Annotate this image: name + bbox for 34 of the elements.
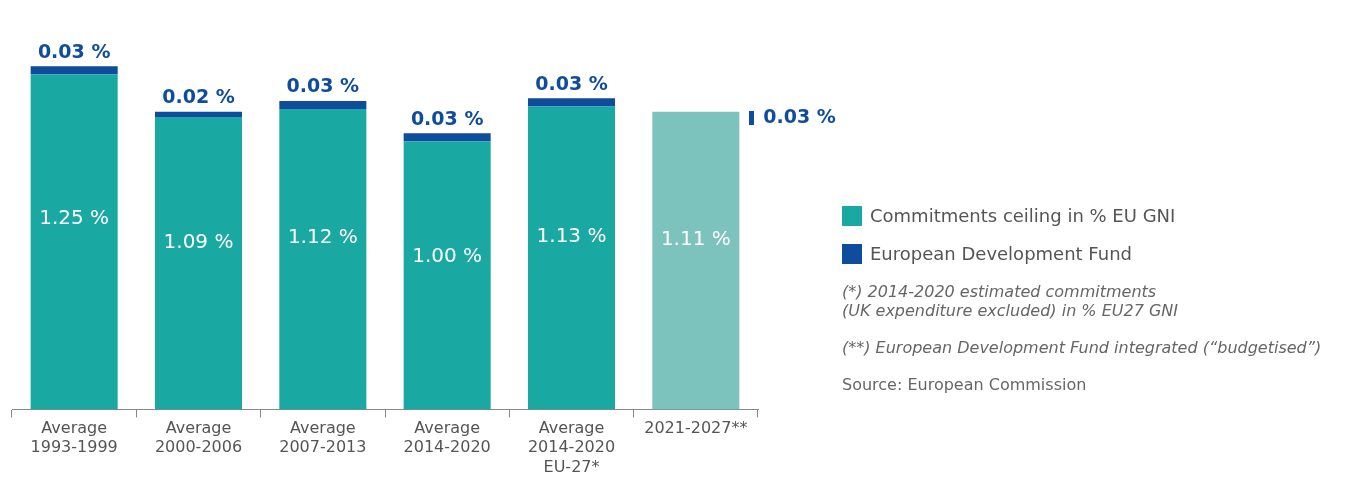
data-label: 1.00 % <box>412 242 483 267</box>
data-label: 0.03 % <box>286 74 360 97</box>
legend-label: European Development Fund <box>870 243 1132 264</box>
data-label: 1.13 % <box>536 222 607 247</box>
bar <box>154 117 243 410</box>
data-label: 1.25 % <box>39 204 110 229</box>
data-label: 1.12 % <box>287 224 358 249</box>
data-label: 0.03 % <box>535 71 608 94</box>
data-label: 0.03 % <box>37 39 111 62</box>
data-label: 1.11 % <box>660 225 731 250</box>
bar <box>30 66 118 75</box>
x-tick-label: Average 2000-2006 <box>154 418 243 457</box>
bar <box>652 111 740 410</box>
bar <box>403 141 491 410</box>
data-label: 0.02 % <box>162 85 235 108</box>
text: 0.03 % <box>763 104 836 127</box>
bar <box>527 98 616 107</box>
x-tick-label: Average 2014-2020 EU-27* <box>527 418 616 476</box>
x-tick-label: 2021-2027** <box>644 418 748 438</box>
legend-label: Commitments ceiling in % EU GNI <box>870 205 1176 226</box>
bar <box>403 133 491 142</box>
x-tick-label: Average 2014-2020 <box>403 418 491 457</box>
x-tick-label: Average 1993-1999 <box>30 418 118 457</box>
text: (*) 2014-2020 estimated commitments (UK expenditure excluded) in % EU27 GNI <box>842 282 1179 320</box>
x-tick-label: Average 2007-2013 <box>279 418 367 457</box>
bar <box>154 111 243 118</box>
text: (**) European Development Fund integrated (“budgetised”) <box>842 338 1323 357</box>
bar <box>279 109 367 410</box>
data-label: 1.09 % <box>163 229 234 254</box>
bar <box>279 101 367 110</box>
data-label: 0.03 % <box>410 106 484 129</box>
bar <box>30 74 118 410</box>
source-note: Source: European Commission <box>842 375 1088 394</box>
bar <box>527 106 616 410</box>
